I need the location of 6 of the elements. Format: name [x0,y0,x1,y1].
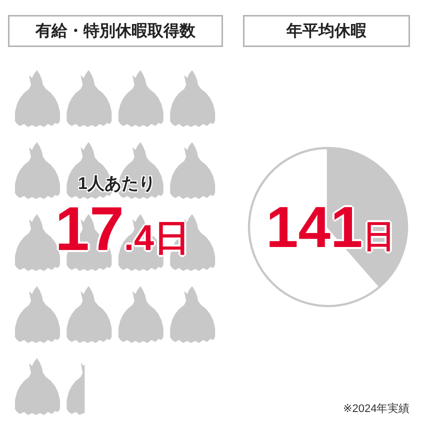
text: 有給・特別休暇取得数 [34,22,196,40]
data-label: 17.4日 [55,195,190,264]
text: 141日 [266,195,395,260]
text: 1人あたり [78,174,156,193]
chart-title: 年平均休暇 [286,22,368,40]
text: ※2024年実績 [343,402,410,415]
